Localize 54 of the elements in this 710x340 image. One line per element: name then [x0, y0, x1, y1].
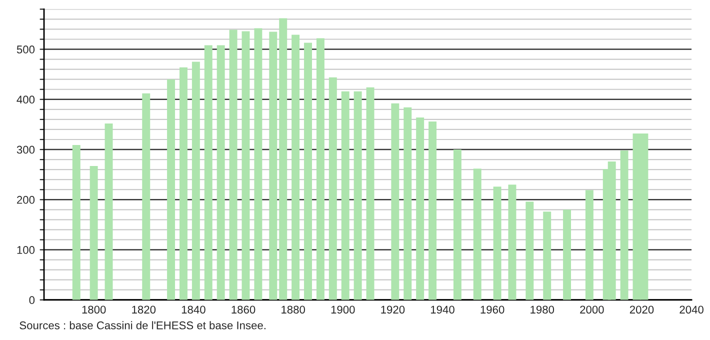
bar	[192, 62, 200, 300]
bar	[167, 79, 176, 300]
x-tick-label: 2000	[580, 306, 604, 314]
y-tick-label: 100	[17, 246, 35, 254]
bar	[72, 145, 80, 300]
bar	[304, 42, 312, 300]
bar	[229, 30, 238, 300]
bar	[216, 45, 225, 300]
bar	[104, 123, 113, 300]
bar	[416, 117, 424, 300]
bar	[354, 91, 362, 300]
x-tick-label: 1980	[530, 306, 554, 314]
bar	[473, 168, 482, 300]
x-tick-label: 2020	[630, 306, 654, 314]
x-tick-label: 1960	[480, 306, 504, 314]
bar	[428, 121, 437, 300]
y-tick-label: 0	[29, 296, 35, 304]
bar	[341, 91, 350, 300]
bar	[242, 31, 250, 300]
bar	[292, 34, 300, 300]
bar	[366, 87, 374, 300]
bar	[453, 150, 462, 300]
bar	[391, 103, 400, 300]
bar	[526, 202, 534, 300]
bar	[620, 150, 628, 300]
bar	[316, 38, 324, 300]
x-tick-label: 1840	[182, 306, 206, 314]
x-tick-label: 1920	[381, 306, 405, 314]
bar	[508, 184, 516, 300]
bar	[328, 77, 337, 300]
x-tick-label: 1880	[282, 306, 305, 314]
bar	[180, 67, 188, 300]
bar	[563, 210, 571, 300]
x-tick-label: 1900	[331, 306, 355, 314]
x-tick-label: 1940	[430, 306, 454, 314]
source-note: Sources : base Cassini de l'EHESS et base Insee.	[20, 321, 266, 330]
y-tick-label: 400	[16, 96, 35, 104]
bar	[585, 190, 594, 300]
bar	[404, 107, 412, 300]
y-tick-label: 500	[16, 46, 35, 54]
bar	[493, 186, 502, 300]
x-tick-label: 1820	[132, 306, 156, 314]
bar	[254, 28, 262, 300]
x-tick-label: 2040	[680, 306, 704, 314]
bar	[90, 166, 98, 300]
bar	[204, 45, 212, 300]
bar	[142, 93, 150, 300]
x-tick-label: 1860	[232, 306, 256, 314]
bar	[543, 212, 552, 300]
y-tick-label: 300	[16, 146, 35, 154]
bar	[279, 18, 288, 300]
x-tick-label: 1800	[82, 306, 106, 314]
bar	[269, 32, 278, 300]
y-tick-label: 200	[17, 196, 35, 204]
